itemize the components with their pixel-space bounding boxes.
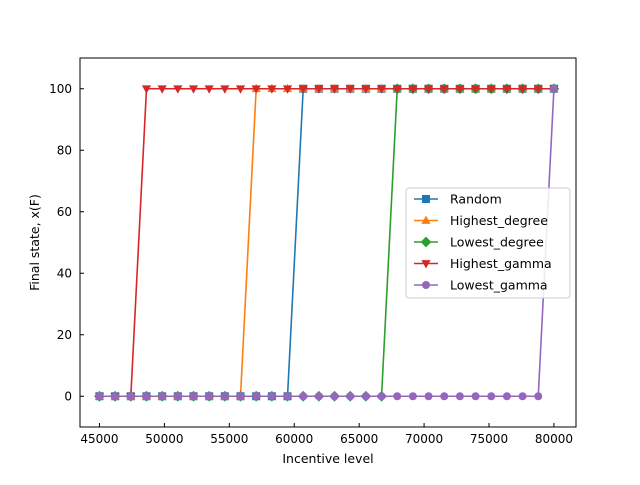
data-point: [470, 85, 481, 94]
legend-marker: [421, 260, 431, 269]
data-point: [235, 85, 246, 94]
data-point: [487, 392, 496, 401]
x-tick-label: 55000: [210, 432, 248, 446]
data-point: [252, 392, 261, 401]
data-point: [236, 392, 245, 401]
data-point: [314, 392, 323, 401]
y-tick-label: 20: [57, 328, 72, 342]
data-point: [173, 392, 182, 401]
data-point: [173, 85, 183, 94]
y-axis-ticks: 0 20 40 60 80 100: [49, 82, 84, 403]
x-tick-label: 45000: [80, 432, 118, 446]
data-point: [439, 85, 449, 94]
data-point: [377, 392, 386, 401]
y-tick-label: 80: [57, 143, 72, 157]
legend-item: Highest_degree: [414, 213, 548, 228]
data-point: [314, 85, 324, 94]
data-point: [267, 85, 277, 94]
data-point: [423, 85, 434, 94]
data-point: [502, 392, 511, 401]
data-point: [205, 392, 214, 401]
data-point: [517, 85, 528, 94]
y-tick-label: 60: [57, 205, 72, 219]
data-point: [376, 85, 387, 94]
data-point: [518, 392, 527, 401]
data-point: [345, 85, 355, 94]
legend-label: Lowest_gamma: [450, 278, 548, 293]
legend-label: Highest_gamma: [450, 256, 552, 271]
data-point: [533, 85, 543, 94]
data-point: [502, 85, 512, 94]
series-lowest-gamma: [95, 84, 558, 401]
data-point: [189, 392, 198, 401]
plot-frame: [79, 57, 577, 428]
x-axis-label: Incentive level: [282, 451, 373, 466]
data-point: [282, 85, 293, 94]
x-axis-ticks: 45000 50000 55000 60000 65000 70000 75000 80000: [80, 423, 573, 446]
data-point: [188, 85, 199, 94]
y-axis-label: Final state, x(F): [27, 194, 42, 291]
y-tick-label: 0: [64, 389, 72, 403]
data-point: [157, 85, 167, 94]
data-point: [455, 85, 465, 94]
legend-marker: [422, 281, 430, 289]
data-point: [408, 392, 417, 401]
data-point: [95, 392, 104, 401]
data-point: [298, 85, 308, 94]
data-point: [126, 392, 135, 401]
data-point: [361, 85, 371, 94]
data-point: [346, 392, 355, 401]
data-point: [330, 392, 339, 401]
data-point: [251, 85, 261, 94]
y-tick-label: 100: [49, 82, 72, 96]
data-point: [329, 85, 340, 94]
series-layer: [94, 83, 560, 402]
data-point: [220, 392, 229, 401]
data-point: [141, 85, 152, 94]
data-point: [361, 392, 370, 401]
data-point: [283, 392, 292, 401]
x-tick-label: 50000: [145, 432, 183, 446]
legend-item: Highest_gamma: [414, 256, 552, 271]
data-point: [534, 392, 543, 401]
data-point: [392, 85, 402, 94]
data-point: [424, 392, 433, 401]
legend-label: Highest_degree: [450, 213, 548, 228]
x-tick-label: 80000: [535, 432, 573, 446]
data-point: [267, 392, 276, 401]
legend-marker: [420, 236, 432, 248]
data-point: [471, 392, 480, 401]
legend-label: Lowest_degree: [450, 235, 544, 250]
data-point: [549, 84, 558, 93]
x-tick-label: 70000: [405, 432, 443, 446]
legend-item: Random: [414, 192, 502, 207]
data-point: [408, 85, 418, 94]
x-tick-label: 75000: [470, 432, 508, 446]
data-point: [486, 85, 496, 94]
x-tick-label: 65000: [340, 432, 378, 446]
data-point: [393, 392, 402, 401]
data-point: [142, 392, 151, 401]
legend-item: Lowest_degree: [414, 235, 544, 250]
data-point: [220, 85, 230, 94]
data-point: [299, 392, 308, 401]
legend-marker: [422, 195, 430, 203]
data-point: [158, 392, 167, 401]
data-point: [111, 392, 120, 401]
y-tick-label: 40: [57, 266, 72, 280]
legend-box: [405, 187, 571, 299]
legend-item: Lowest_gamma: [414, 278, 548, 293]
data-point: [204, 85, 214, 94]
legend-marker: [421, 215, 431, 224]
legend-label: Random: [450, 192, 502, 207]
data-point: [440, 392, 449, 401]
data-point: [455, 392, 464, 401]
x-tick-label: 60000: [275, 432, 313, 446]
legend: Random Highest_degree Lowest_degree Highest…: [405, 187, 571, 299]
